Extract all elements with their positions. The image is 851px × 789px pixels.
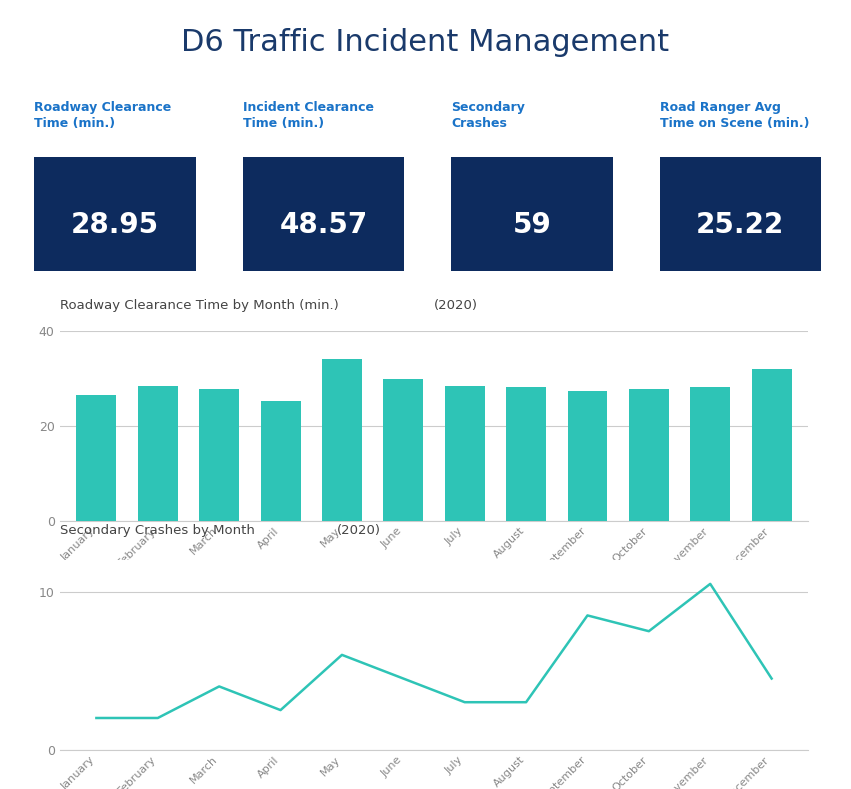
Text: Roadway Clearance Time by Month (min.): Roadway Clearance Time by Month (min.) xyxy=(60,300,339,312)
Bar xyxy=(260,402,300,521)
Bar xyxy=(506,387,546,521)
Bar xyxy=(322,359,362,521)
Text: 25.22: 25.22 xyxy=(696,211,785,240)
Text: (2020): (2020) xyxy=(434,300,478,312)
FancyBboxPatch shape xyxy=(243,156,404,271)
Text: Secondary
Crashes: Secondary Crashes xyxy=(451,101,525,130)
Bar xyxy=(629,389,669,521)
Text: Secondary Crashes by Month: Secondary Crashes by Month xyxy=(60,525,254,537)
Bar xyxy=(690,387,730,521)
Bar xyxy=(751,369,791,521)
Bar xyxy=(138,386,178,521)
Bar xyxy=(199,389,239,521)
Text: 28.95: 28.95 xyxy=(71,211,159,240)
FancyBboxPatch shape xyxy=(660,156,821,271)
Text: (2020): (2020) xyxy=(337,525,380,537)
Text: Roadway Clearance
Time (min.): Roadway Clearance Time (min.) xyxy=(34,101,171,130)
Bar xyxy=(383,379,423,521)
Text: 59: 59 xyxy=(512,211,551,240)
Text: 48.57: 48.57 xyxy=(279,211,368,240)
FancyBboxPatch shape xyxy=(34,156,196,271)
Text: Road Ranger Avg
Time on Scene (min.): Road Ranger Avg Time on Scene (min.) xyxy=(660,101,809,130)
FancyBboxPatch shape xyxy=(451,156,613,271)
Bar xyxy=(77,395,117,521)
Bar xyxy=(568,391,608,521)
Bar xyxy=(445,386,485,521)
Text: Incident Clearance
Time (min.): Incident Clearance Time (min.) xyxy=(243,101,374,130)
Text: D6 Traffic Incident Management: D6 Traffic Incident Management xyxy=(181,28,670,57)
